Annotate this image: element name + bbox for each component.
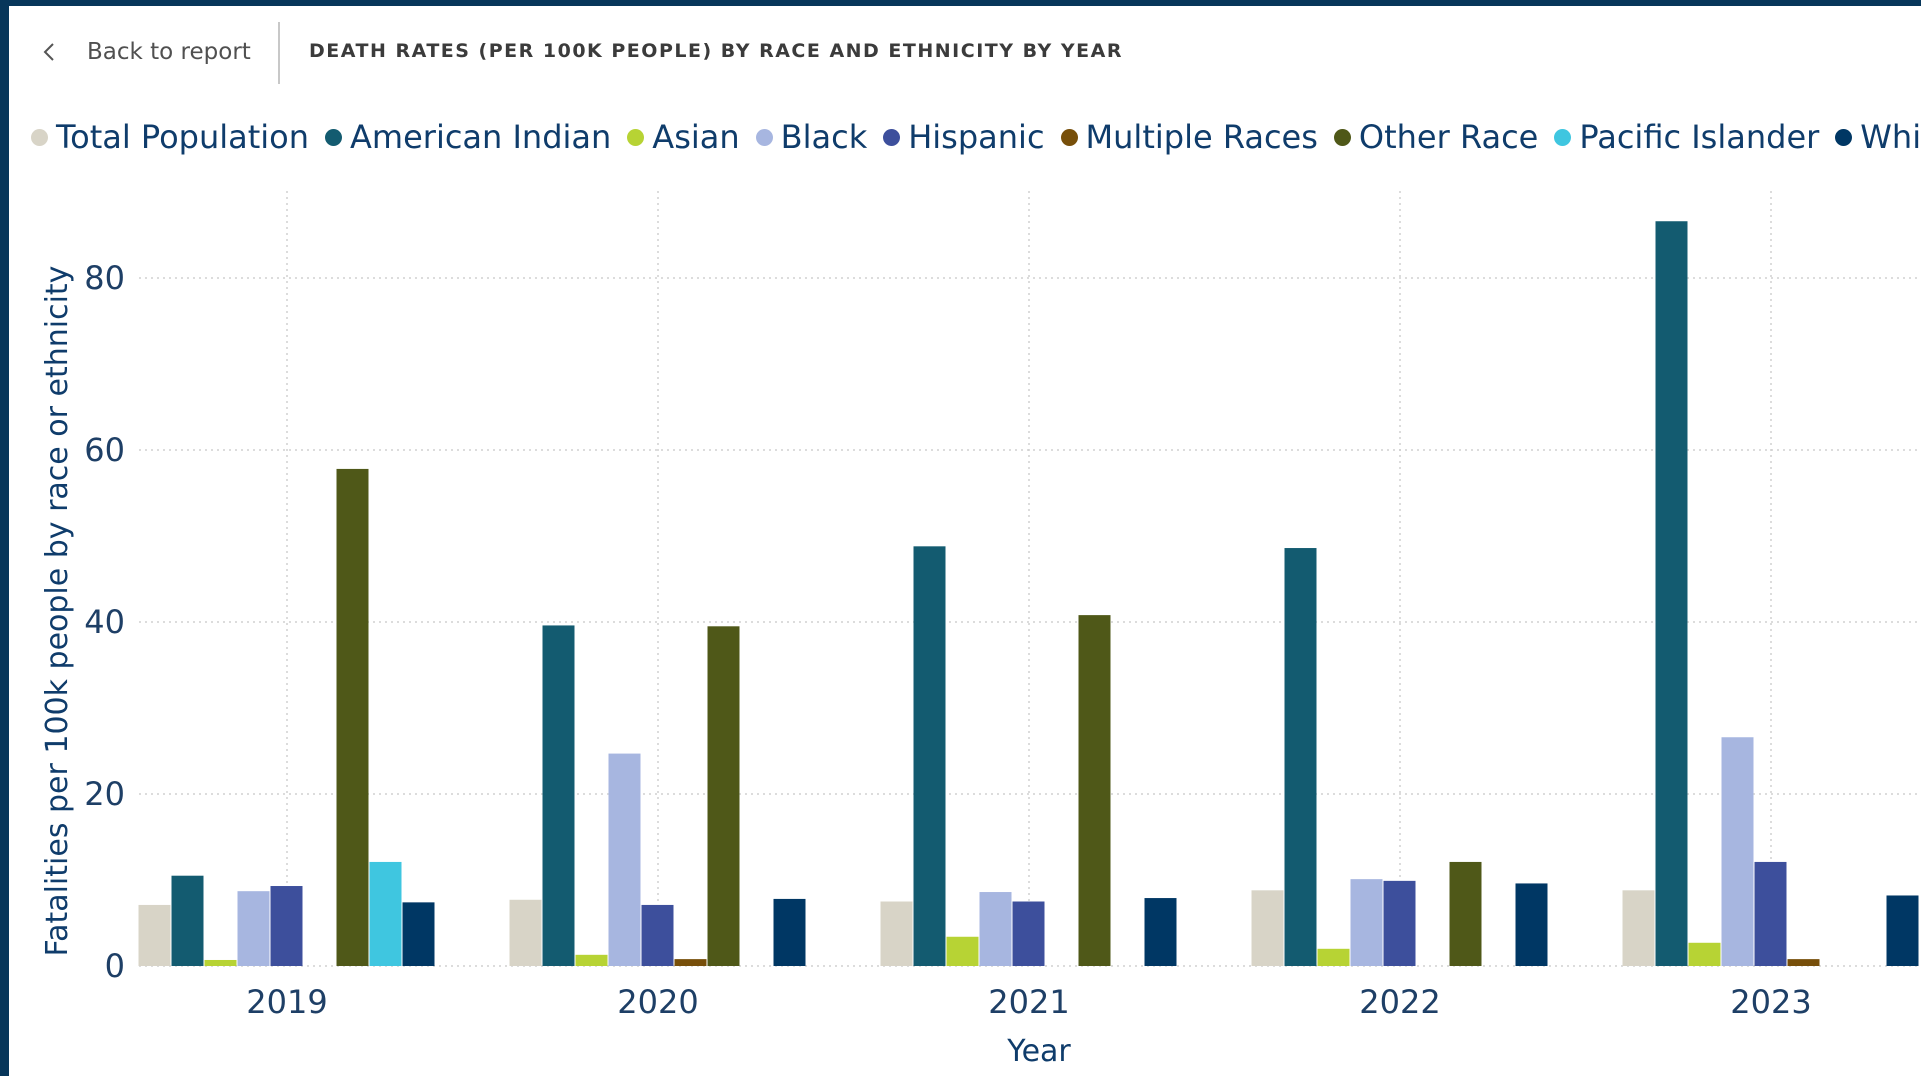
legend-label: American Indian <box>350 118 612 156</box>
legend-item[interactable]: Pacific Islander <box>1554 118 1819 156</box>
bar[interactable] <box>1012 901 1045 967</box>
legend-item[interactable]: American Indian <box>325 118 611 156</box>
bar[interactable] <box>1251 890 1284 966</box>
legend-swatch <box>627 128 645 146</box>
legend-item[interactable]: Hispanic <box>883 118 1045 156</box>
bar[interactable] <box>946 936 979 966</box>
bar[interactable] <box>138 904 171 966</box>
report-header: Back to report DEATH RATES (PER 100K PEO… <box>9 6 1921 86</box>
bar[interactable] <box>1622 890 1655 966</box>
x-tick-label: 2020 <box>617 983 698 1021</box>
back-to-report-button[interactable]: Back to report <box>39 28 251 76</box>
legend-item[interactable]: Total Population <box>31 118 309 156</box>
legend-label: Asian <box>652 118 740 156</box>
legend-item[interactable]: Black <box>755 118 868 156</box>
bar[interactable] <box>1449 861 1482 966</box>
x-tick-label: 2021 <box>988 983 1069 1021</box>
bar[interactable] <box>707 626 740 966</box>
legend-swatch <box>1333 128 1351 146</box>
x-axis-title: Year <box>1006 1034 1071 1069</box>
chevron-left-icon <box>43 43 54 61</box>
bar[interactable] <box>773 898 806 966</box>
bar[interactable] <box>204 959 237 966</box>
y-axis-title: Fatalities per 100k people by race or et… <box>40 266 75 957</box>
bar[interactable] <box>674 959 707 966</box>
y-tick-label: 20 <box>84 775 125 813</box>
legend-item[interactable]: Asian <box>627 118 740 156</box>
y-tick-label: 40 <box>84 603 125 641</box>
legend-label: Total Population <box>56 118 310 156</box>
bar[interactable] <box>880 901 913 967</box>
bar[interactable] <box>1078 615 1111 966</box>
report-panel: Back to report DEATH RATES (PER 100K PEO… <box>9 6 1921 1076</box>
legend-swatch <box>1554 128 1572 146</box>
legend-label: Pacific Islander <box>1579 118 1820 156</box>
legend-item[interactable]: Multiple Races <box>1060 118 1318 156</box>
bar[interactable] <box>979 892 1012 966</box>
chart-title: DEATH RATES (PER 100K PEOPLE) BY RACE AN… <box>309 40 1123 62</box>
legend-swatch <box>755 128 773 146</box>
bar[interactable] <box>1284 548 1317 966</box>
bar[interactable] <box>270 886 303 966</box>
bar[interactable] <box>237 891 270 966</box>
bar[interactable] <box>402 902 435 966</box>
legend-label: White <box>1860 118 1921 156</box>
bar[interactable] <box>336 468 369 966</box>
bar[interactable] <box>1754 861 1787 966</box>
legend-item[interactable]: White <box>1835 118 1921 156</box>
legend-swatch <box>1835 128 1853 146</box>
bar[interactable] <box>1383 880 1416 966</box>
legend-swatch <box>325 128 343 146</box>
legend-label: Multiple Races <box>1085 118 1318 156</box>
bar[interactable] <box>1144 898 1177 966</box>
bar[interactable] <box>913 546 946 966</box>
bar[interactable] <box>1721 737 1754 966</box>
legend-label: Black <box>780 118 868 156</box>
y-tick-label: 80 <box>84 259 125 297</box>
bar[interactable] <box>1655 221 1688 967</box>
legend-label: Hispanic <box>908 118 1045 156</box>
x-tick-label: 2022 <box>1359 983 1440 1021</box>
bar[interactable] <box>1787 959 1820 966</box>
y-tick-label: 0 <box>105 947 125 985</box>
bar[interactable] <box>1886 895 1919 966</box>
bar[interactable] <box>1350 879 1383 966</box>
bar[interactable] <box>608 753 641 966</box>
bar[interactable] <box>575 954 608 966</box>
x-tick-label: 2023 <box>1730 983 1811 1021</box>
y-tick-label: 60 <box>84 431 125 469</box>
bar[interactable] <box>1317 948 1350 966</box>
bar[interactable] <box>171 875 204 966</box>
back-label: Back to report <box>87 39 251 65</box>
x-tick-label: 2019 <box>246 983 327 1021</box>
bar[interactable] <box>369 861 402 966</box>
legend-label: Other Race <box>1358 118 1539 156</box>
chart-legend: Total Population American Indian Asian Blac… <box>31 118 1921 156</box>
bar[interactable] <box>509 899 542 966</box>
bar[interactable] <box>1688 942 1721 966</box>
legend-swatch <box>1060 128 1078 146</box>
bar[interactable] <box>542 625 575 966</box>
header-divider <box>278 22 280 84</box>
legend-swatch <box>31 128 48 146</box>
bar[interactable] <box>641 904 674 966</box>
legend-item[interactable]: Other Race <box>1333 118 1539 156</box>
chart-plot: 0 20 40 60 80 2019 2020 2021 2022 2023 Year Fatalit… <box>40 191 1921 1069</box>
bar[interactable] <box>1515 883 1548 966</box>
legend-swatch <box>883 128 901 146</box>
